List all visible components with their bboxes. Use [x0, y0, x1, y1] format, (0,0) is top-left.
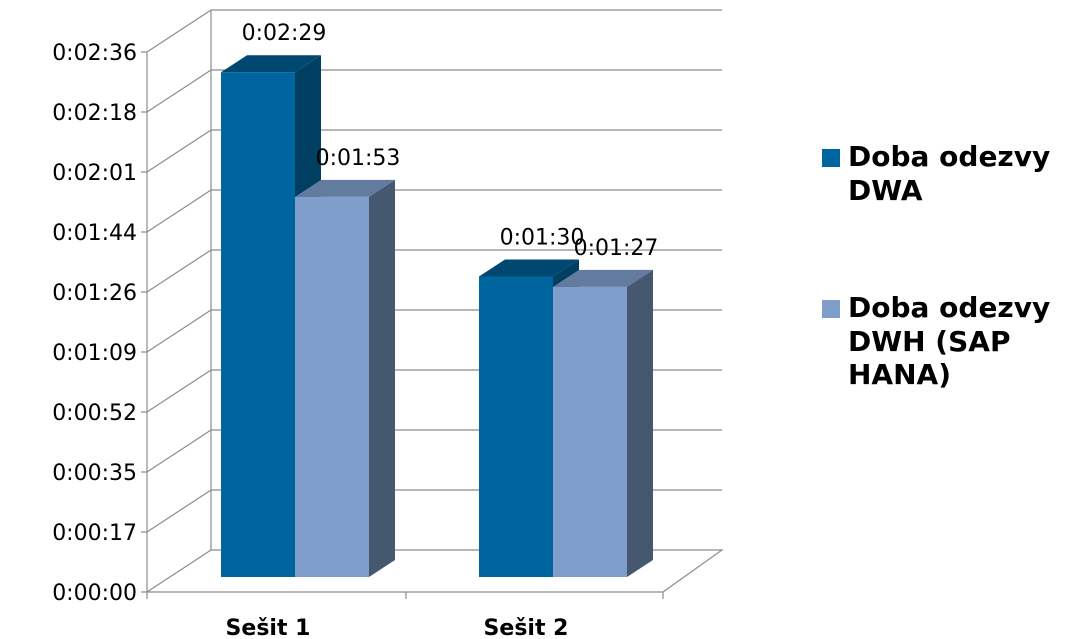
side-gridline: [146, 429, 212, 473]
data-label: 0:01:27: [574, 236, 659, 261]
bar-dwh-1: [295, 179, 395, 577]
y-axis-ticks: 0:00:00 0:00:17 0:00:35 0:00:52 0:01:09 0:01:…: [52, 41, 137, 606]
side-gridline: [146, 309, 212, 353]
y-tick-label: 0:02:01: [52, 161, 137, 186]
legend-label-dwa: Doba odezvy DWA: [848, 140, 1051, 207]
side-gridline: [146, 189, 212, 233]
category-label-1: Sešit 1: [226, 616, 311, 639]
bar-top-face: [295, 179, 395, 197]
y-tick-label: 0:00:17: [52, 521, 137, 546]
side-gridline: [146, 69, 212, 113]
bar-front-face: [295, 196, 369, 577]
y-tick-label: 0:02:18: [52, 101, 137, 126]
bar-top-face: [479, 259, 579, 277]
legend-item-dwh: Doba odezvy DWH (SAP HANA): [822, 291, 1082, 392]
y-tick-label: 0:01:26: [52, 281, 137, 306]
y-tick-label: 0:01:09: [52, 341, 137, 366]
side-gridline: [146, 489, 212, 533]
side-gridline: [146, 9, 212, 53]
data-label: 0:01:30: [500, 225, 585, 250]
bar-side-face: [627, 269, 653, 577]
legend-label-dwh: Doba odezvy DWH (SAP HANA): [848, 291, 1051, 392]
data-label: 0:02:29: [242, 21, 327, 46]
category-label-2: Sešit 2: [484, 616, 569, 639]
y-tick-label: 0:00:35: [52, 461, 137, 486]
bar-dwh-2: [553, 269, 653, 577]
legend-item-dwa: Doba odezvy DWA: [822, 140, 1082, 207]
data-label: 0:01:53: [316, 146, 401, 171]
bar-front-face: [479, 276, 553, 577]
bar-front-face: [553, 286, 627, 577]
side-gridline: [146, 249, 212, 293]
y-tick-label: 0:00:52: [52, 401, 137, 426]
bar-front-face: [221, 72, 295, 577]
y-tick-label: 0:02:36: [52, 41, 137, 66]
side-gridline: [146, 129, 212, 173]
bars: [221, 55, 653, 577]
legend: Doba odezvy DWA Doba odezvy DWH (SAP HAN…: [822, 140, 1082, 476]
bar-side-face: [369, 179, 395, 577]
bar-top-face: [221, 55, 321, 73]
y-tick-label: 0:00:00: [52, 581, 137, 606]
axes: [141, 51, 664, 599]
chart-walls: [146, 10, 724, 593]
legend-swatch-dwa: [822, 149, 840, 167]
side-gridline: [146, 369, 212, 413]
floor-outline: [146, 549, 724, 593]
y-tick-label: 0:01:44: [52, 221, 137, 246]
legend-swatch-dwh: [822, 300, 840, 319]
bar-top-face: [553, 269, 653, 287]
data-labels: 0:02:29 0:01:53 0:01:300:01:27: [242, 21, 659, 261]
x-axis-categories: Sešit 1 Sešit 2: [226, 616, 569, 639]
